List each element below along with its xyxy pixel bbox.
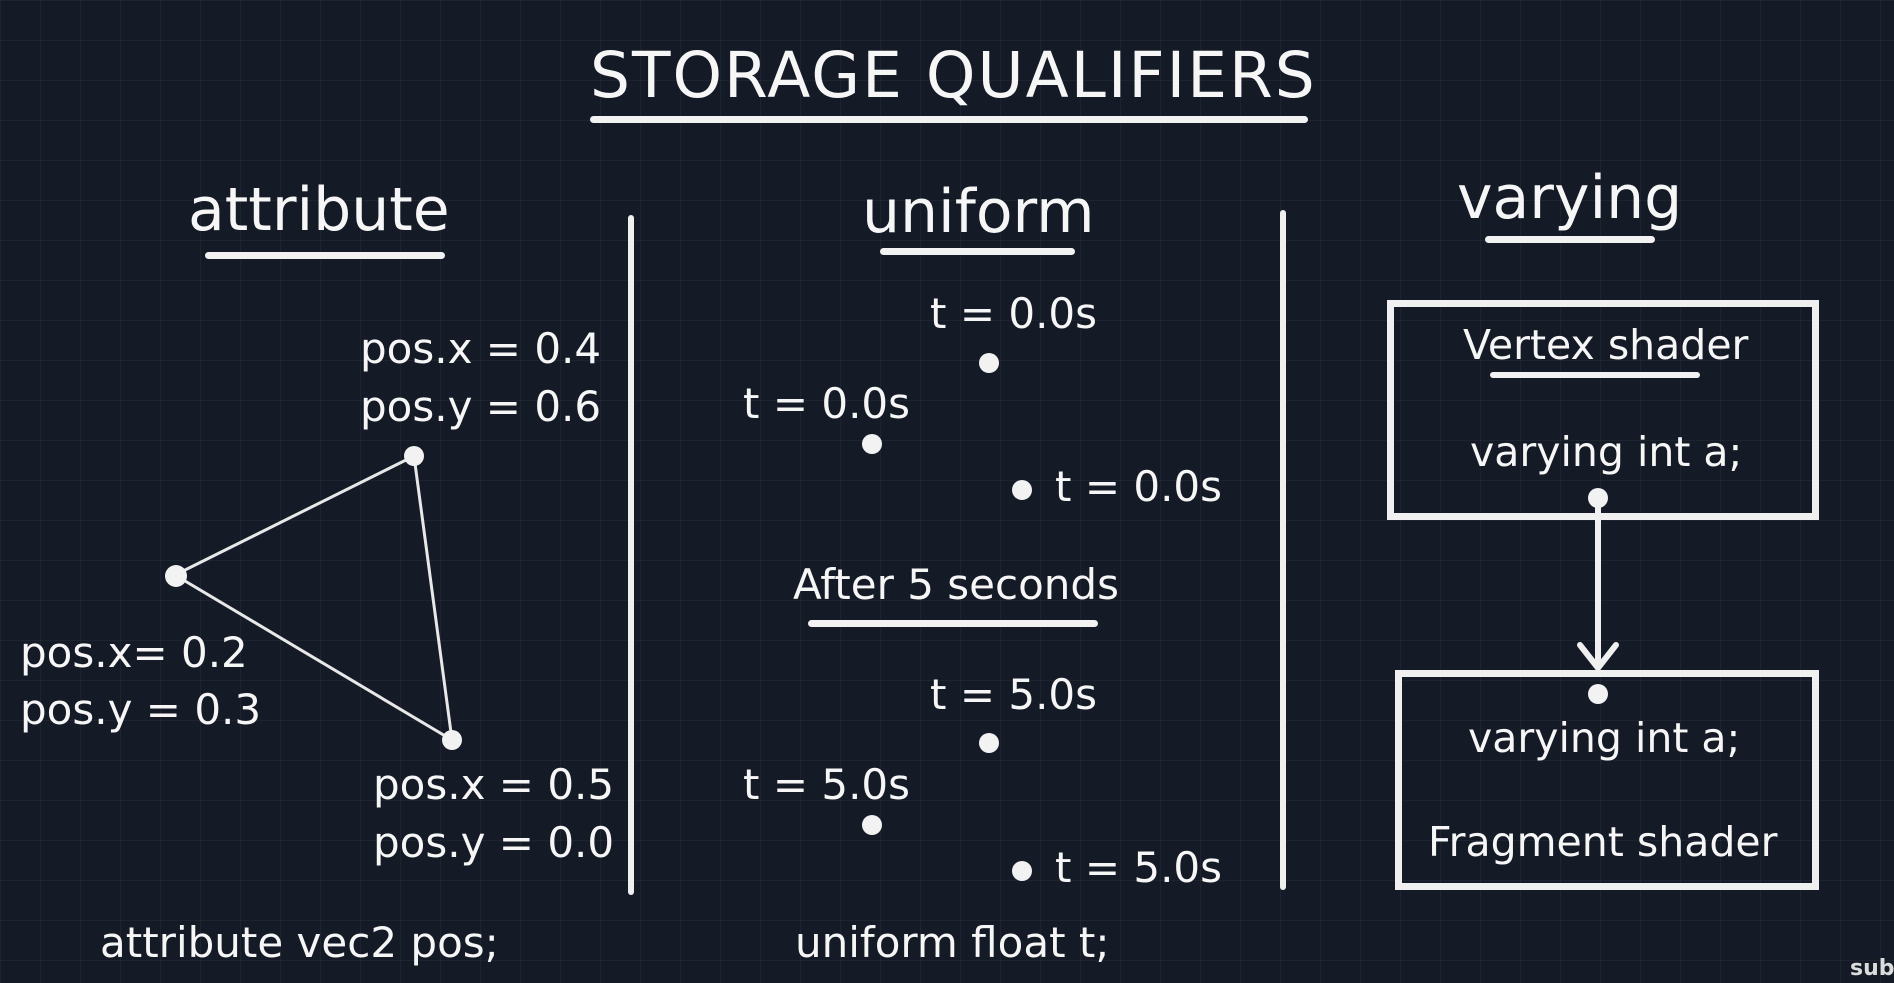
vertex-shader-title: Vertex shader	[1463, 321, 1749, 369]
vertex-bottom-pos-x: pos.x = 0.5	[373, 760, 615, 809]
uniform-before-top-label: t = 0.0s	[930, 289, 1098, 338]
attribute-declaration: attribute vec2 pos;	[100, 918, 499, 967]
watermark-logo: sub	[1850, 956, 1894, 981]
uniform-before-right-dot	[1012, 480, 1032, 500]
uniform-after-right-label: t = 5.0s	[1055, 843, 1223, 892]
attribute-heading-underline	[205, 252, 445, 259]
uniform-after-left-label: t = 5.0s	[743, 760, 911, 809]
title-underline	[590, 116, 1308, 123]
vertex-top-pos-x: pos.x = 0.4	[360, 324, 602, 373]
vertex-top-dot	[404, 446, 424, 466]
fragment-varying-declaration: varying int a;	[1468, 714, 1741, 762]
vertex-shader-box	[1387, 300, 1819, 520]
uniform-before-top-dot	[979, 353, 999, 373]
uniform-heading: uniform	[862, 177, 1095, 247]
uniform-before-left-label: t = 0.0s	[743, 379, 911, 428]
fragment-shader-title: Fragment shader	[1428, 818, 1778, 866]
vertex-left-dot	[165, 565, 187, 587]
after-5-seconds-label: After 5 seconds	[793, 560, 1119, 609]
triangle-edges	[171, 453, 454, 743]
arrow-head-icon	[1577, 642, 1619, 671]
vertex-bottom-dot	[442, 730, 462, 750]
vertex-top-pos-y: pos.y = 0.6	[360, 382, 602, 431]
column-divider-left	[628, 215, 634, 895]
uniform-after-right-dot	[1012, 861, 1032, 881]
vertex-varying-declaration: varying int a;	[1470, 428, 1743, 476]
vertex-left-pos-y: pos.y = 0.3	[20, 685, 262, 734]
varying-heading-underline	[1485, 236, 1655, 243]
uniform-after-top-dot	[979, 733, 999, 753]
vertex-left-pos-x: pos.x= 0.2	[20, 628, 248, 677]
page-title: STORAGE QUALIFIERS	[590, 39, 1317, 112]
vertex-varying-dot	[1588, 488, 1608, 508]
fragment-varying-dot	[1588, 684, 1608, 704]
uniform-heading-underline	[880, 248, 1075, 255]
uniform-before-right-label: t = 0.0s	[1055, 462, 1223, 511]
vertex-bottom-pos-y: pos.y = 0.0	[373, 818, 615, 867]
uniform-after-top-label: t = 5.0s	[930, 670, 1098, 719]
column-divider-right	[1280, 210, 1286, 890]
fragment-shader-box	[1395, 670, 1819, 890]
uniform-declaration: uniform float t;	[795, 918, 1110, 967]
varying-heading: varying	[1457, 163, 1683, 233]
uniform-after-left-dot	[862, 815, 882, 835]
after-5-seconds-underline	[808, 620, 1098, 627]
uniform-before-left-dot	[862, 434, 882, 454]
vertex-shader-title-underline	[1490, 372, 1700, 378]
attribute-heading: attribute	[188, 175, 450, 245]
